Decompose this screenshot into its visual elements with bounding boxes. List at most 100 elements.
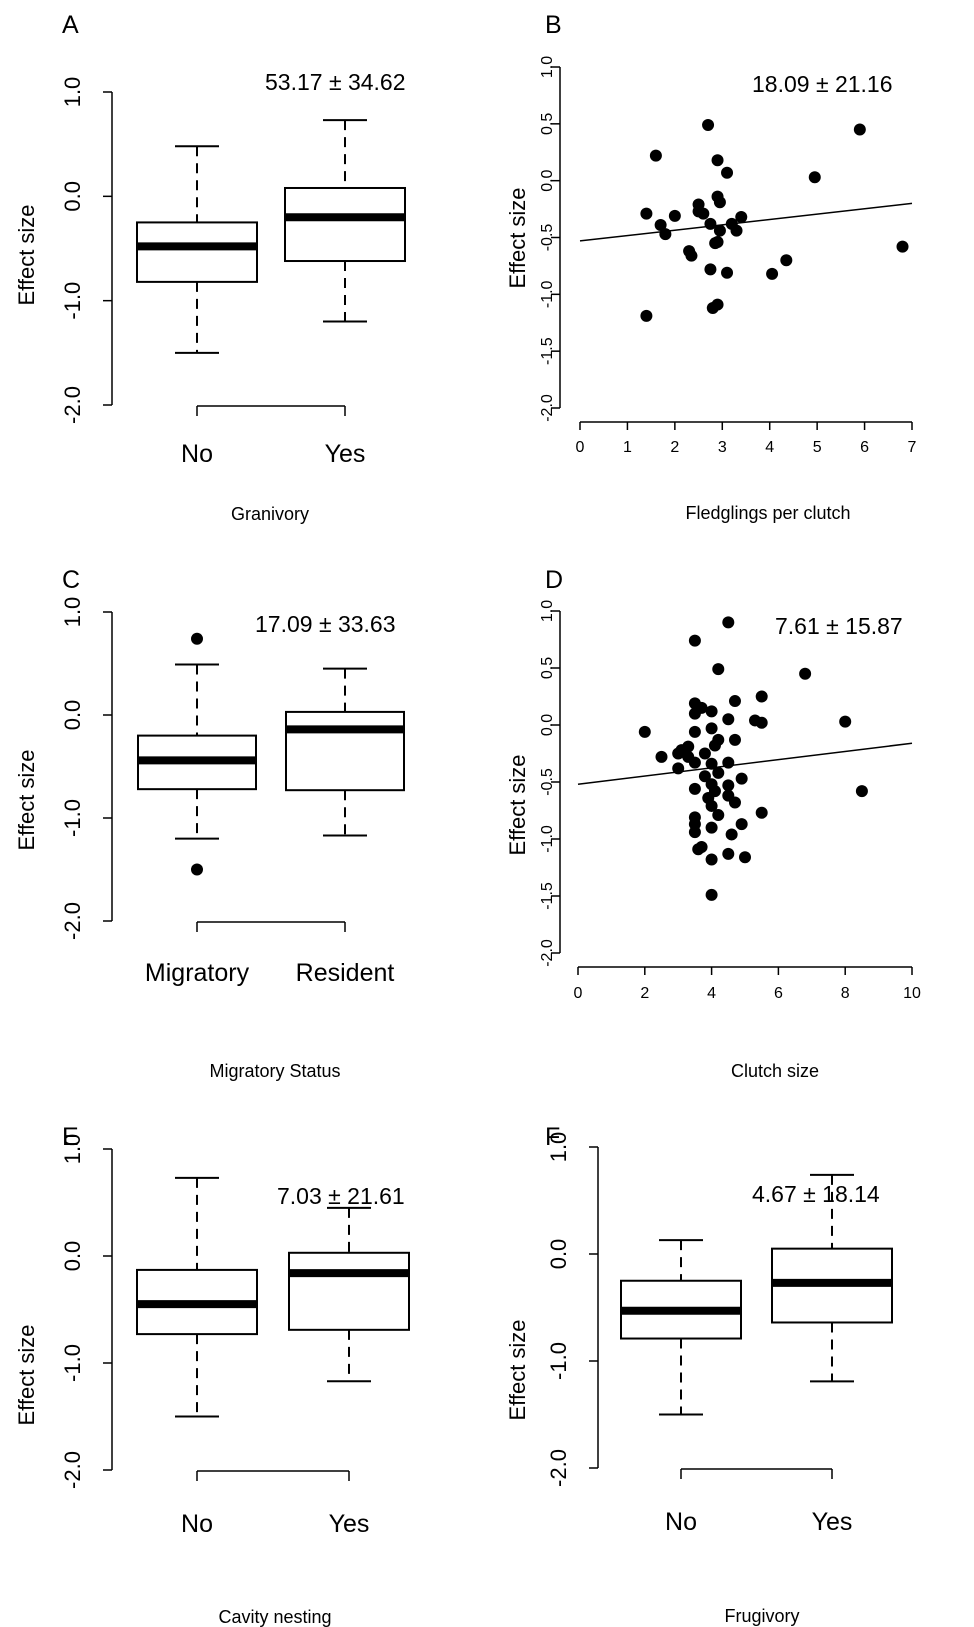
y-tick-label: -2.0: [60, 902, 85, 940]
x-tick-label: 8: [841, 985, 850, 1002]
x-tick-label: 2: [640, 985, 649, 1002]
x-axis-label: Clutch size: [731, 1061, 819, 1081]
y-tick-label: -2.0: [60, 386, 85, 424]
box-iqr: [136, 221, 258, 283]
scatter-point: [695, 701, 708, 714]
scatter-point: [688, 725, 701, 738]
scatter-point: [735, 818, 748, 831]
scatter-point: [728, 695, 741, 708]
scatter-point: [711, 154, 724, 167]
box-iqr: [284, 186, 406, 263]
scatter-point: [705, 888, 718, 901]
x-tick-label: 2: [670, 439, 679, 456]
scatter-point: [735, 211, 748, 224]
panel-letter: B: [545, 11, 562, 39]
x-tick-labels: Migratory Resident: [145, 959, 394, 987]
x-axis-label: Migratory Status: [209, 1061, 340, 1081]
x-tick-label: Resident: [296, 959, 395, 987]
y-tick-label: 1.0: [539, 56, 556, 78]
panel-letter: D: [545, 566, 563, 594]
x-tick-label: No: [665, 1508, 697, 1536]
scatter-point: [712, 733, 725, 746]
y-tick-label: -2.0: [60, 1451, 85, 1489]
scatter-point: [705, 799, 718, 812]
axes: [551, 66, 913, 430]
x-tick-labels: No Yes: [181, 1510, 369, 1538]
y-tick-label: -1.0: [60, 282, 85, 320]
y-tick-label: 0.0: [60, 181, 85, 212]
y-tick-label: -1.0: [539, 825, 556, 853]
axes: [589, 1146, 833, 1479]
x-tick-label: 3: [718, 439, 727, 456]
scatter-point: [702, 118, 715, 131]
effect-stat: 53.17 ± 34.62: [265, 69, 406, 95]
scatter-point: [712, 766, 725, 779]
scatter-point: [688, 826, 701, 839]
y-tick-label: 0.0: [60, 700, 85, 731]
y-tick-label: 1.0: [60, 1134, 85, 1165]
scatter-point: [712, 809, 725, 822]
axes: [551, 610, 913, 975]
y-axis-label: Effect size: [14, 204, 39, 305]
scatter-point: [705, 757, 718, 770]
y-tick-label: 1.0: [546, 1132, 571, 1163]
scatter-point: [853, 123, 866, 136]
y-tick-label: -2.0: [539, 394, 556, 422]
y-axis-label: Effect size: [14, 749, 39, 850]
x-tick-label: Migratory: [145, 959, 250, 987]
scatter-point: [721, 166, 734, 179]
effect-stat: 18.09 ± 21.16: [752, 71, 893, 97]
scatter-point: [659, 228, 672, 241]
scatter-point: [855, 785, 868, 798]
scatter-point: [712, 663, 725, 676]
x-tick-labels: 0 1 2 3 4 5 6 7: [576, 439, 917, 456]
scatter-point: [722, 779, 735, 792]
scatter-point: [640, 309, 653, 322]
x-tick-label: Yes: [812, 1508, 853, 1536]
y-tick-label: -2.0: [539, 939, 556, 967]
scatter-point: [697, 207, 710, 220]
scatter-point: [735, 772, 748, 785]
x-tick-label: Yes: [325, 440, 366, 468]
scatter-point: [698, 747, 711, 760]
panel-letter: F: [545, 1123, 560, 1151]
panel-d: D 7.61 ± 15.87 Effect size Clutch size 1…: [505, 566, 921, 1081]
scatter-point: [721, 266, 734, 279]
y-tick-label: -1.0: [539, 280, 556, 308]
y-tick-label: 0.0: [539, 169, 556, 191]
x-tick-labels: 0 2 4 6 8 10: [574, 985, 921, 1002]
y-tick-label: 1.0: [539, 600, 556, 622]
panel-letter: A: [62, 11, 79, 39]
y-tick-label: -1.5: [539, 882, 556, 910]
scatter-point: [695, 840, 708, 853]
scatter-point: [682, 740, 695, 753]
x-tick-label: 0: [574, 985, 583, 1002]
scatter-point: [685, 249, 698, 262]
x-axis-label: Frugivory: [724, 1606, 799, 1626]
box-iqr: [288, 1251, 410, 1331]
y-tick-label: -2.0: [546, 1449, 571, 1487]
plot-marks: [577, 616, 913, 901]
scatter-point: [725, 828, 738, 841]
axes: [103, 91, 346, 416]
scatter-point: [739, 851, 751, 864]
scatter-point: [722, 713, 735, 726]
y-axis-label: Effect size: [505, 754, 530, 855]
y-tick-labels: 1.0 0.0 -1.0 -2.0: [60, 77, 85, 424]
scatter-point: [705, 821, 718, 834]
scatter-point: [728, 733, 741, 746]
y-tick-label: 0.0: [539, 714, 556, 736]
x-axis-label: Granivory: [231, 504, 309, 524]
x-tick-label: 4: [765, 439, 774, 456]
x-tick-label: Yes: [329, 1510, 370, 1538]
x-tick-label: 6: [774, 985, 783, 1002]
scatter-point: [668, 209, 681, 222]
scatter-point: [688, 756, 701, 769]
y-axis-label: Effect size: [505, 1319, 530, 1420]
y-tick-labels: 1.0 0.0 -1.0 -2.0: [60, 597, 85, 940]
y-tick-label: -0.5: [539, 768, 556, 796]
scatter-point: [640, 207, 653, 220]
scatter-point: [755, 690, 768, 703]
trend-line: [577, 742, 913, 786]
x-axis-label: Cavity nesting: [218, 1607, 331, 1627]
